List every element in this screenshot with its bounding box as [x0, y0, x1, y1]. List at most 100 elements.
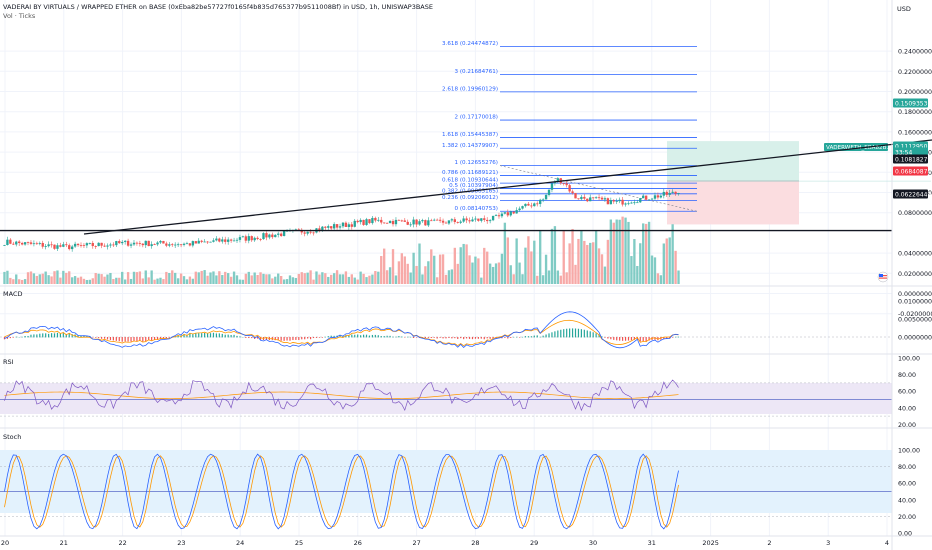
macd-histogram-bar	[471, 337, 474, 340]
volume-bar	[197, 272, 200, 284]
macd-histogram-bar	[24, 335, 26, 338]
macd-histogram-bar	[622, 337, 624, 341]
macd-histogram-bar	[127, 337, 129, 342]
volume-bar	[438, 254, 442, 284]
candle-body	[79, 245, 83, 246]
candle-body	[544, 194, 548, 200]
macd-histogram-bar	[112, 337, 114, 341]
macd-histogram-bar	[560, 329, 562, 338]
volume-bar	[188, 276, 192, 284]
volume-bar	[335, 270, 339, 284]
candle-body	[394, 219, 398, 225]
symbol-title[interactable]: VADERAI BY VIRTUALS / WRAPPED ETHER on B…	[3, 3, 433, 11]
volume-bar	[35, 275, 39, 284]
candle-body	[282, 230, 286, 236]
position-label-bg	[824, 143, 888, 151]
candlesticks	[3, 177, 680, 252]
long-position-tool[interactable]: VADERWETH_EBA82B.USD	[667, 141, 931, 225]
macd-histogram-bar	[133, 337, 135, 342]
volume-bar	[497, 262, 501, 284]
macd-histogram-bar	[569, 328, 571, 338]
macd-histogram-bar	[542, 335, 544, 338]
macd-histogram-bar	[566, 328, 568, 338]
macd-histogram-bar	[221, 333, 223, 338]
macd-histogram-bar	[354, 334, 356, 338]
macd-histogram-bar	[548, 333, 550, 338]
price-badge: 0.06226449	[893, 189, 931, 199]
volume-bar	[465, 244, 468, 284]
candle-body	[527, 203, 530, 206]
trendlines[interactable]	[0, 139, 932, 235]
volume-bar	[456, 263, 459, 284]
time-tick-label: 2	[767, 539, 771, 547]
macd-histogram-bar	[307, 337, 309, 339]
volume-bar	[271, 278, 274, 284]
volume-bar	[615, 219, 618, 284]
volume-bar	[121, 271, 124, 284]
macd-histogram-bar	[71, 334, 73, 338]
candle-body	[62, 244, 65, 247]
candle-body	[112, 244, 115, 246]
volume-bar	[435, 277, 439, 284]
candle-body	[294, 229, 298, 231]
candle-body	[191, 241, 195, 246]
price-badge-text: 0.06840874	[895, 169, 931, 176]
volume-bar	[126, 272, 130, 284]
time-tick-label: 30	[589, 539, 597, 547]
volume-bar	[265, 274, 268, 284]
candle-body	[203, 241, 206, 243]
macd-histogram-bar	[68, 333, 70, 338]
candle-body	[580, 196, 583, 200]
volume-bar	[144, 270, 147, 284]
macd-histogram-bar	[616, 337, 618, 341]
macd-histogram-bar	[27, 335, 29, 338]
candle-body	[156, 242, 159, 245]
macd-histogram-bar	[630, 337, 633, 341]
us-flag-icon[interactable]	[877, 271, 889, 283]
macd-histogram-bar	[607, 337, 609, 339]
volume-bar	[430, 249, 433, 284]
macd-histogram-bar	[201, 333, 203, 338]
volume-bar	[477, 258, 480, 284]
volume-bar	[556, 270, 560, 284]
volume-bar	[179, 273, 183, 284]
candle-body	[444, 222, 448, 224]
volume-bar	[350, 274, 353, 284]
candle-body	[109, 244, 112, 246]
candle-body	[536, 203, 539, 205]
macd-histogram-bar	[289, 337, 291, 341]
volume-bar	[238, 279, 242, 284]
volume-bar	[580, 230, 583, 284]
candle-body	[591, 197, 595, 199]
macd-histogram-bar	[586, 330, 588, 338]
volume-bar	[630, 256, 633, 284]
volume-bar	[274, 276, 277, 284]
volume-bar	[539, 230, 542, 284]
candle-body	[35, 243, 39, 245]
stoch-label[interactable]: Stoch	[3, 433, 22, 441]
rsi-label[interactable]: RSI	[3, 358, 14, 366]
candle-body	[41, 242, 44, 247]
candle-body	[20, 243, 24, 245]
macd-histogram-bar	[583, 329, 585, 338]
candle-body	[456, 222, 459, 223]
volume-bar	[309, 270, 312, 284]
candle-body	[162, 240, 165, 244]
candle-body	[483, 218, 486, 220]
position-loss-zone	[667, 181, 799, 225]
fib-level-label: 1.618 (0.15445387)	[442, 132, 498, 138]
candle-body	[330, 226, 333, 229]
volume-bar	[100, 274, 103, 284]
candle-body	[185, 243, 189, 245]
time-axis[interactable]: 20 21 22 23 24 25 26 27 28 29 30 31 2025 2 3 4	[1, 539, 889, 547]
macd-histogram-bar	[121, 337, 123, 342]
macd-label[interactable]: MACD	[3, 290, 23, 298]
volume-label[interactable]: Vol · Ticks	[3, 12, 36, 20]
candle-body	[447, 220, 451, 224]
volume-bar	[650, 255, 654, 284]
currency-label[interactable]: USD	[897, 5, 911, 13]
